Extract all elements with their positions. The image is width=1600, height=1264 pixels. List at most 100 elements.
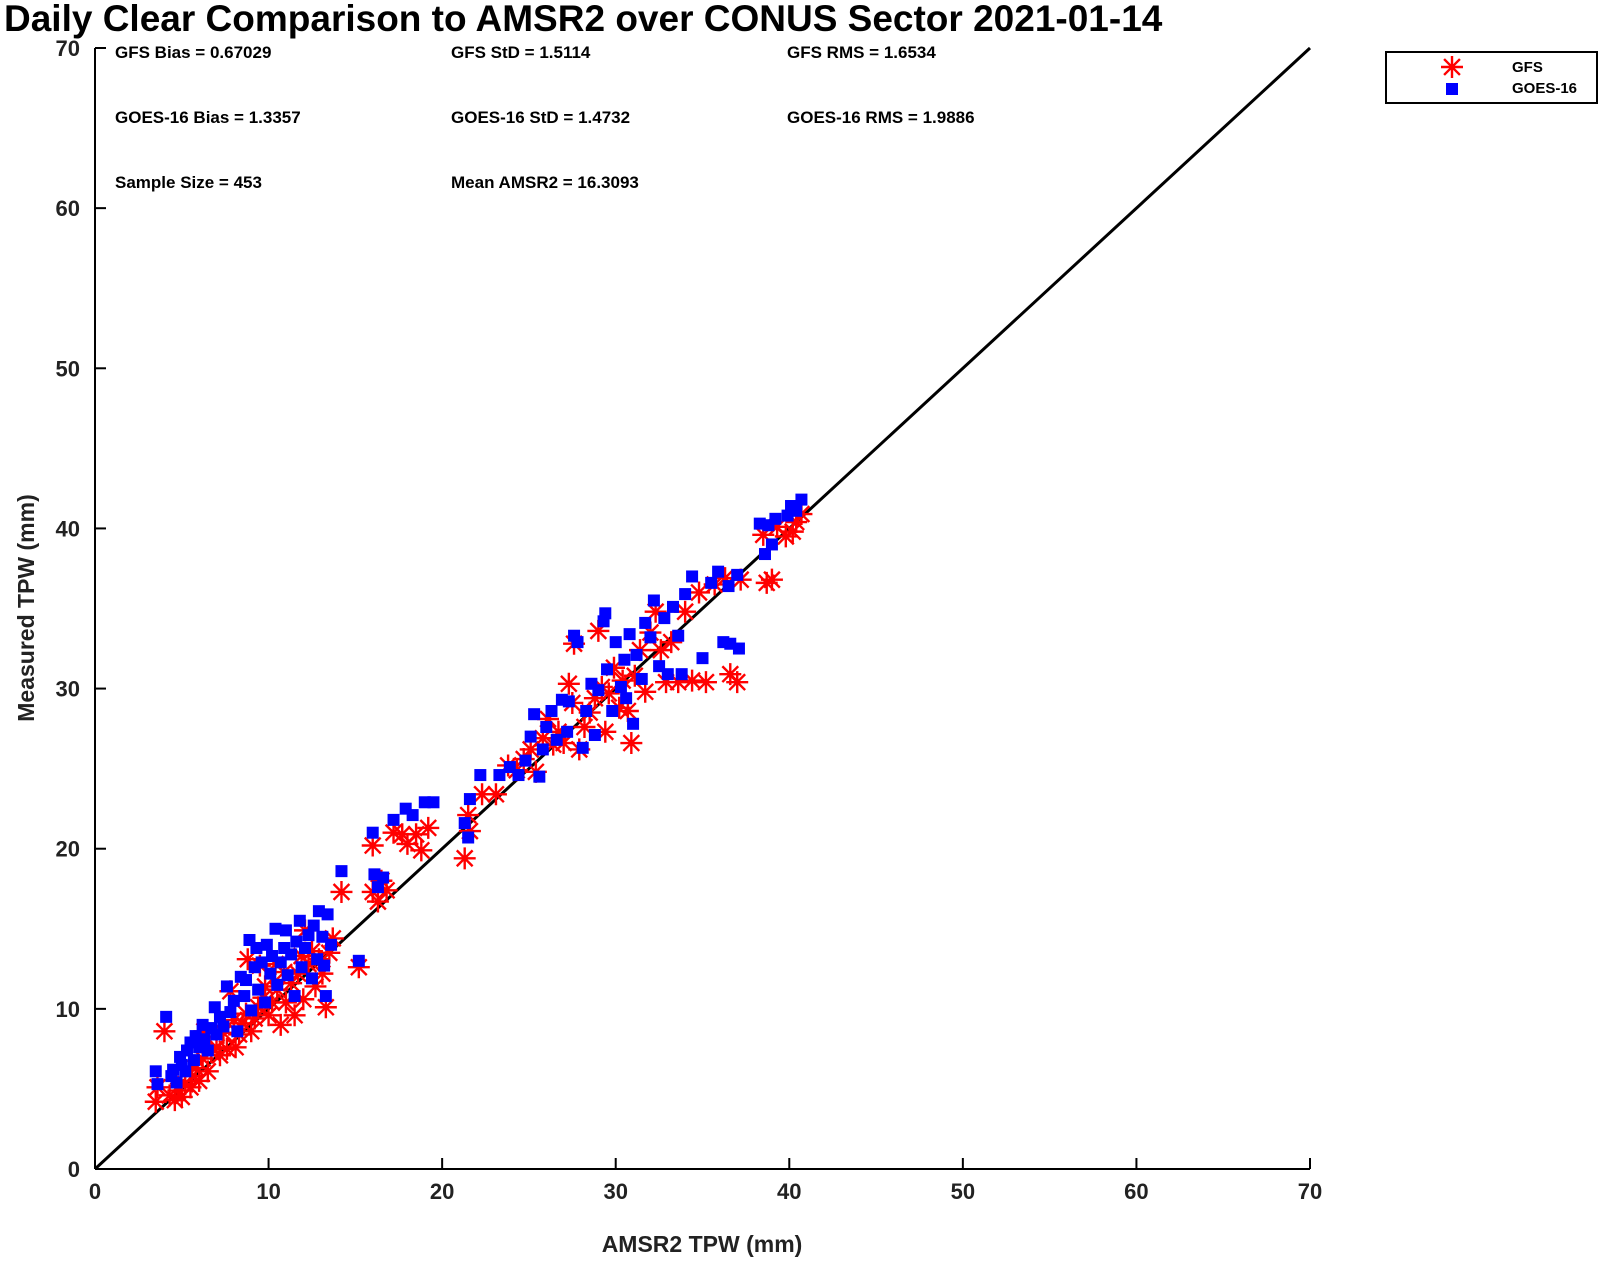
goes16-point (588, 729, 601, 742)
gfs-point (304, 975, 327, 998)
gfs-point (660, 631, 683, 654)
goes16-point (299, 942, 312, 955)
gfs-point (557, 672, 580, 695)
gfs-point (224, 1036, 247, 1059)
gfs-point (184, 1057, 207, 1080)
gfs-point (531, 727, 554, 750)
x-tick-label: 0 (89, 1179, 101, 1204)
x-tick-label: 10 (256, 1179, 280, 1204)
gfs-point (179, 1076, 202, 1099)
x-tick-label: 30 (603, 1179, 627, 1204)
goes16-point (620, 692, 633, 705)
goes16-point (220, 980, 233, 993)
gfs-point (321, 927, 344, 950)
gfs-point (347, 956, 370, 979)
goes16-point (427, 796, 440, 809)
gfs-point (755, 571, 778, 594)
goes16-point (213, 1010, 226, 1023)
gfs-point (247, 996, 270, 1019)
gfs-point (361, 834, 384, 857)
gfs-point (620, 732, 643, 755)
y-tick-label: 10 (56, 997, 80, 1022)
goes16-point (151, 1078, 164, 1091)
stat-text: GOES-16 StD = 1.4732 (451, 108, 630, 127)
goes16-point (288, 990, 301, 1003)
goes16-point (635, 672, 648, 685)
goes16-point (580, 704, 593, 717)
gfs-point (766, 515, 789, 538)
x-tick-label: 50 (951, 1179, 975, 1204)
goes16-point (325, 938, 338, 951)
goes16-point (198, 1033, 211, 1046)
goes16-point (661, 668, 674, 681)
y-tick-label: 30 (56, 677, 80, 702)
gfs-point (257, 1004, 280, 1027)
goes16-point (790, 504, 803, 517)
gfs-point (170, 1085, 193, 1108)
x-tick-label: 70 (1298, 1179, 1322, 1204)
y-tick-label: 70 (56, 36, 80, 61)
goes16-point (627, 717, 640, 730)
goes16-point (281, 969, 294, 982)
gfs-point (410, 839, 433, 862)
goes16-point (571, 636, 584, 649)
gfs-point (375, 879, 398, 902)
gfs-point (649, 639, 672, 662)
goes16-point (540, 721, 553, 734)
gfs-point (261, 991, 284, 1014)
stat-text: GOES-16 RMS = 1.9886 (787, 108, 975, 127)
gfs-point (634, 680, 657, 703)
gfs-point (153, 1020, 176, 1043)
gfs-point (785, 511, 808, 534)
gfs-point (330, 880, 353, 903)
gfs-point (471, 783, 494, 806)
goes16-point (524, 730, 537, 743)
goes16-point (274, 956, 287, 969)
goes16-point (696, 652, 709, 665)
goes16-point (592, 684, 605, 697)
legend-gfs-marker (1441, 56, 1463, 78)
goes16-point (224, 1006, 237, 1019)
goes16-point (561, 725, 574, 738)
gfs-point (608, 696, 631, 719)
goes16-point (769, 512, 782, 525)
gfs-point (587, 619, 610, 642)
goes16-point (227, 994, 240, 1007)
chart-title: Daily Clear Comparison to AMSR2 over CON… (4, 0, 1163, 39)
goes16-point (371, 881, 384, 894)
goes16-point (205, 1022, 218, 1035)
goes16-point (259, 996, 272, 1009)
gfs-point (292, 988, 315, 1011)
goes16-point (606, 704, 619, 717)
gfs-point (254, 975, 277, 998)
gfs-point (453, 847, 476, 870)
legend-gfs-asterisk (1441, 56, 1463, 78)
legend-goes16-marker (1446, 83, 1458, 95)
goes16-point (240, 974, 253, 987)
goes16-point (658, 612, 671, 625)
stat-text: GFS RMS = 1.6534 (787, 43, 936, 62)
goes16-point (187, 1054, 200, 1067)
gfs-point (547, 720, 570, 743)
goes16-point (318, 959, 331, 972)
gfs-point (297, 953, 320, 976)
gfs-point (417, 816, 440, 839)
goes16-point (614, 680, 627, 693)
gfs-point (623, 664, 646, 687)
goes16-point (252, 983, 265, 996)
gfs-point (694, 671, 717, 694)
gfs-point (583, 687, 606, 710)
goes16-point (679, 588, 692, 601)
goes16-point (295, 961, 308, 974)
goes16-point (647, 594, 660, 607)
goes16-point (302, 929, 315, 942)
y-axis-label: Measured TPW (mm) (13, 494, 39, 721)
gfs-point (314, 996, 337, 1019)
goes16-point (321, 908, 334, 921)
goes16-point (618, 653, 631, 666)
gfs-point (405, 823, 428, 846)
gfs-point (231, 1012, 254, 1035)
gfs-point (484, 783, 507, 806)
gfs-point (287, 962, 310, 985)
